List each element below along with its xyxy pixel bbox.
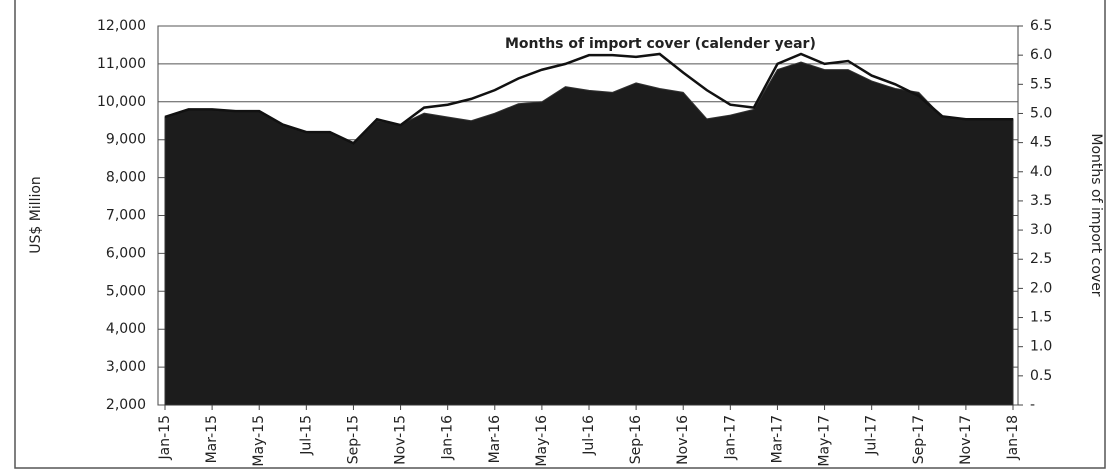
y-tick-label: 3,000 [106, 359, 146, 375]
y2-tick-label: 2.5 [1030, 251, 1052, 267]
y2-axis-label: Months of import cover [1088, 133, 1104, 296]
x-tick-label: Mar-17 [769, 415, 785, 463]
x-tick-label: Jan-18 [1005, 415, 1021, 460]
x-tick-label: Jul-17 [864, 415, 880, 456]
x-tick-label: Mar-16 [487, 415, 503, 463]
y-tick-label: 11,000 [97, 56, 146, 72]
y2-tick-label: 5.0 [1030, 105, 1052, 121]
y-tick-label: 10,000 [97, 94, 146, 110]
y2-tick-label: - [1030, 397, 1035, 413]
x-tick-label: May-17 [817, 415, 833, 467]
y2-tick-label: 6.5 [1030, 18, 1052, 34]
y-tick-label: 6,000 [106, 245, 146, 261]
y2-tick-label: 1.0 [1030, 339, 1052, 355]
x-tick-label: Nov-15 [393, 415, 409, 465]
x-tick-label: Nov-16 [675, 415, 691, 465]
y-axis-label: US$ Million [28, 176, 44, 254]
y2-tick-label: 3.0 [1030, 222, 1052, 238]
x-tick-label: Jan-15 [157, 415, 173, 460]
y2-tick-label: 4.0 [1030, 164, 1052, 180]
x-tick-label: May-16 [534, 415, 550, 467]
y-tick-label: 7,000 [106, 208, 146, 224]
y-tick-label: 8,000 [106, 170, 146, 186]
series-annotation: Months of import cover (calender year) [505, 36, 816, 52]
y2-tick-label: 0.5 [1030, 368, 1052, 384]
x-tick-label: Nov-17 [958, 415, 974, 465]
y-tick-label: 12,000 [97, 18, 146, 34]
y-tick-label: 9,000 [106, 132, 146, 148]
x-tick-label: Sep-16 [628, 415, 644, 464]
y2-tick-label: 6.0 [1030, 47, 1052, 63]
x-tick-label: Sep-15 [345, 415, 361, 464]
line [164, 52, 1013, 145]
x-tick-label: Jul-15 [298, 415, 314, 456]
y2-tick-label: 4.5 [1030, 135, 1052, 151]
x-tick-label: Sep-17 [911, 415, 927, 464]
y2-tick-label: 1.5 [1030, 310, 1052, 326]
y2-tick-label: 3.5 [1030, 193, 1052, 209]
x-tick-label: Jan-16 [440, 415, 456, 461]
x-tick-label: May-15 [251, 415, 267, 467]
y2-tick-label: 2.0 [1030, 280, 1052, 296]
y2-tick-label: 5.5 [1030, 76, 1052, 92]
y-tick-label: 2,000 [106, 397, 146, 413]
chart-border [14, 0, 1106, 469]
y-tick-label: 5,000 [106, 283, 146, 299]
x-tick-label: Jul-16 [581, 415, 597, 456]
x-tick-label: Jan-17 [722, 415, 738, 460]
x-tick-label: Mar-15 [204, 415, 220, 463]
y-tick-label: 4,000 [106, 321, 146, 337]
